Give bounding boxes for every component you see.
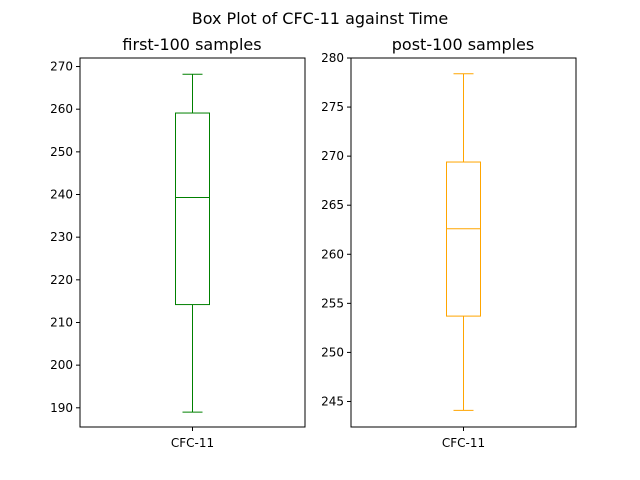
y-tick-label-first-100-190: 190 (50, 401, 73, 415)
y-axis-post-100: 245 250 255 260 265 270 275 280 (321, 51, 351, 408)
y-tick-label-post-100-280: 280 (321, 51, 344, 65)
y-tick-label-post-100-245: 245 (321, 394, 344, 408)
figure-suptitle: Box Plot of CFC-11 against Time (192, 9, 449, 28)
y-tick-label-post-100-270: 270 (321, 149, 344, 163)
y-tick-label-post-100-265: 265 (321, 198, 344, 212)
x-tick-label-first-100: CFC-11 (171, 436, 214, 450)
y-tick-label-post-100-250: 250 (321, 345, 344, 359)
y-tick-label-first-100-200: 200 (50, 358, 73, 372)
subplot-first-100: first-100 samples 190 200 210 220 230 240 250 2… (50, 35, 306, 450)
y-tick-label-first-100-250: 250 (50, 145, 73, 159)
y-axis-first-100: 190 200 210 220 230 240 250 260 270 (50, 60, 80, 415)
subplot-title-post-100: post-100 samples (392, 35, 534, 54)
y-tick-label-first-100-260: 260 (50, 102, 73, 116)
y-tick-label-first-100-220: 220 (50, 273, 73, 287)
x-tick-label-post-100: CFC-11 (442, 436, 485, 450)
box-first-100 (175, 73, 210, 413)
iqr-box-first-100 (175, 112, 210, 306)
y-tick-label-first-100-210: 210 (50, 315, 73, 329)
y-tick-label-first-100-240: 240 (50, 188, 73, 202)
y-tick-label-post-100-255: 255 (321, 296, 344, 310)
iqr-box-post-100 (446, 161, 481, 317)
y-tick-label-first-100-270: 270 (50, 60, 73, 74)
y-tick-label-post-100-260: 260 (321, 247, 344, 261)
subplot-post-100: post-100 samples 245 250 255 260 265 270 275 28… (321, 35, 577, 450)
box-post-100 (446, 73, 481, 411)
y-tick-label-first-100-230: 230 (50, 230, 73, 244)
y-tick-label-post-100-275: 275 (321, 100, 344, 114)
subplot-title-first-100: first-100 samples (122, 35, 261, 54)
